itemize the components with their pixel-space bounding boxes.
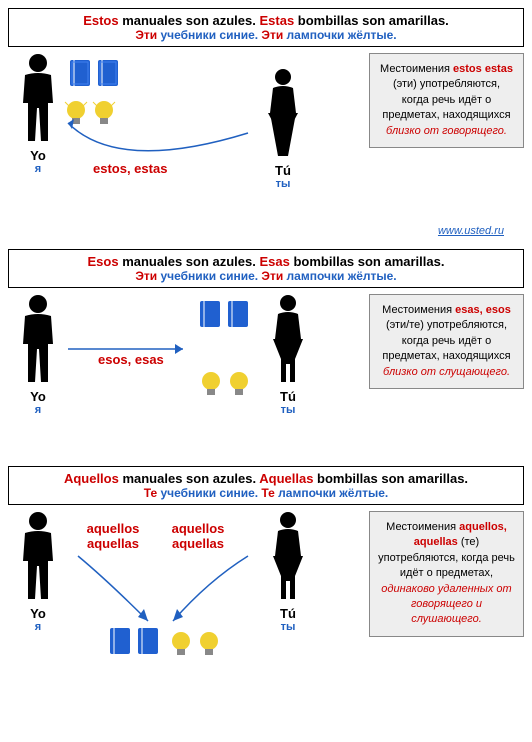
section-aquellos: Aquellos manuales son azules. Aquellas b… <box>8 466 524 691</box>
title-russian: Эти учебники синие. Эти лампочки жёлтые. <box>17 269 515 283</box>
person-yo: Yo я <box>13 511 63 633</box>
arrow-icon <box>158 551 268 631</box>
section-estos: Estos manuales son azules. Estas bombill… <box>8 8 524 213</box>
pointer-label: esos, esas <box>98 352 164 367</box>
title-russian: Те учебники синие. Те лампочки жёлтые. <box>17 486 515 500</box>
source-link: www.usted.ru <box>8 225 504 237</box>
explanation-box: Местоимения esas, esos (эти/те) употребл… <box>369 294 524 389</box>
books-icon <box>108 626 162 658</box>
person-tu: Tú ты <box>263 294 313 416</box>
title-box: Aquellos manuales son azules. Aquellas b… <box>8 466 524 505</box>
illustration: Yo я aquellos aquellas aquellos aquellas… <box>8 511 361 691</box>
pointer-label-2: aquellos aquellas <box>163 521 233 551</box>
person-tu: Tú ты <box>263 511 313 633</box>
title-spanish: Aquellos manuales son azules. Aquellas b… <box>17 471 515 486</box>
yo-sub: я <box>13 163 63 175</box>
person-tu: Tú ты <box>258 68 308 190</box>
yo-label: Yo <box>13 148 63 163</box>
section-esos: Esos manuales son azules. Esas bombillas… <box>8 249 524 454</box>
person-yo: Yo я <box>13 53 63 175</box>
books-icon <box>68 58 122 90</box>
title-russian: Эти учебники синие. Эти лампочки жёлтые. <box>17 28 515 42</box>
title-box: Estos manuales son azules. Estas bombill… <box>8 8 524 47</box>
illustration: Yo я esos, esas Tú ты <box>8 294 361 454</box>
arrow-icon <box>58 551 168 631</box>
tu-sub: ты <box>258 178 308 190</box>
title-spanish: Estos manuales son azules. Estas bombill… <box>17 13 515 28</box>
title-spanish: Esos manuales son azules. Esas bombillas… <box>17 254 515 269</box>
pointer-label: estos, estas <box>93 161 167 176</box>
pointer-label-1: aquellos aquellas <box>78 521 148 551</box>
illustration: Yo я estos, estas Tú ты <box>8 53 361 213</box>
bulbs-icon <box>198 369 252 399</box>
link[interactable]: www.usted.ru <box>438 225 504 237</box>
title-box: Esos manuales son azules. Esas bombillas… <box>8 249 524 288</box>
person-yo: Yo я <box>13 294 63 416</box>
explanation-box: Местоимения estos estas (эти) употребляю… <box>369 53 524 148</box>
tu-label: Tú <box>258 163 308 178</box>
explanation-box: Местоимения aquellos, aquellas (те) упот… <box>369 511 524 637</box>
bulbs-icon <box>168 629 222 659</box>
books-icon <box>198 299 252 331</box>
